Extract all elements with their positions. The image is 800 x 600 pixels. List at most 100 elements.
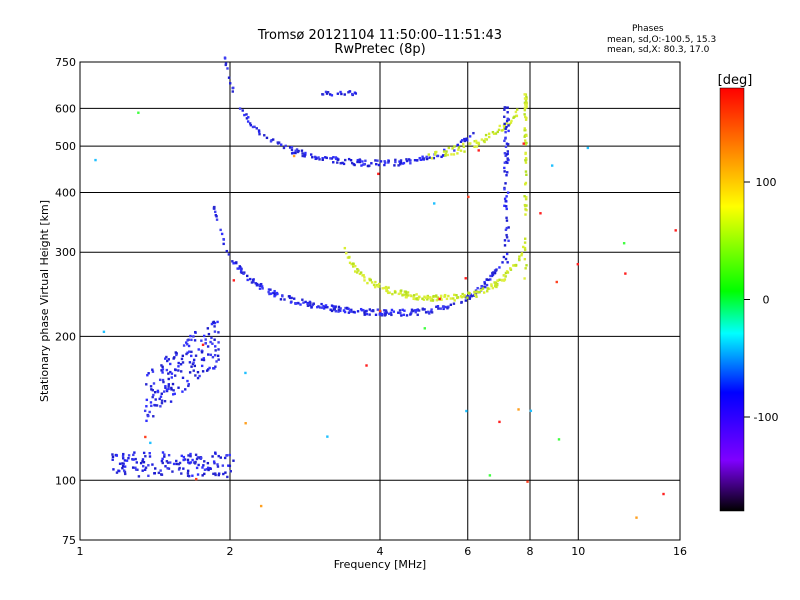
f2-o-trace-point xyxy=(231,260,234,263)
noise-point xyxy=(526,480,529,483)
f2-x-trace-point xyxy=(348,261,352,265)
e-region-point xyxy=(164,465,167,468)
e-region-point xyxy=(141,458,145,461)
f2-o-trace-point xyxy=(483,282,487,285)
spread-f-point xyxy=(152,393,155,397)
spread-f-point xyxy=(155,404,159,407)
f2-x-trace-point xyxy=(415,293,418,296)
f2-o-trace-point xyxy=(219,228,222,232)
f2-x-trace-point xyxy=(363,279,366,282)
y-tick-label: 400 xyxy=(55,186,76,199)
second-hop-o-point xyxy=(304,153,307,156)
f2-x-trace-point xyxy=(514,263,518,267)
o-cusp-point xyxy=(505,219,509,222)
spread-f-point xyxy=(184,341,188,344)
f2-o-trace-point xyxy=(352,310,355,314)
spread-f-point xyxy=(151,395,154,399)
f2-x-trace-point xyxy=(478,290,481,294)
f2-o-trace-point xyxy=(390,313,393,317)
spread-f-point xyxy=(207,368,210,371)
second-hop-x-point xyxy=(430,157,434,160)
f2-x-trace-point xyxy=(480,288,483,292)
f2-o-trace-point xyxy=(261,287,264,290)
second-hop-o-point xyxy=(257,130,261,133)
f2-x-trace-point xyxy=(356,268,359,271)
second-hop-o-point xyxy=(315,157,318,160)
f2-x-trace-point xyxy=(412,296,415,300)
o-cusp-point xyxy=(505,142,509,145)
colorbar-ticks: 100 0 -100 xyxy=(744,176,778,424)
second-hop-x-point xyxy=(496,130,499,134)
f2-o-trace-point xyxy=(273,295,276,298)
f2-x-trace-point xyxy=(358,272,362,276)
second-hop-o-point xyxy=(356,158,360,162)
second-hop-x-point xyxy=(477,141,480,145)
e-region-point xyxy=(111,458,114,461)
f2-o-trace-point xyxy=(255,284,259,287)
x-cusp-point xyxy=(524,159,527,162)
high-echo-point xyxy=(350,92,354,96)
e-region-point xyxy=(142,460,146,464)
high-echo-point xyxy=(343,93,346,96)
f2-o-trace-point xyxy=(447,305,450,308)
e-region-point xyxy=(131,466,135,469)
spread-f-point xyxy=(167,372,170,375)
spread-f-point xyxy=(202,357,205,360)
second-hop-o-point xyxy=(249,124,253,127)
f2-x-trace-point xyxy=(463,293,466,297)
f2-o-trace-point xyxy=(389,311,393,314)
spread-f-point xyxy=(184,388,187,391)
second-hop-o-point xyxy=(376,159,379,162)
second-hop-o-point xyxy=(336,161,339,164)
f2-o-trace-point xyxy=(350,308,353,312)
e-region-point xyxy=(111,453,114,456)
f2-o-trace-point xyxy=(275,291,279,295)
second-hop-o-point xyxy=(360,164,363,167)
e-region-point xyxy=(216,463,219,466)
second-hop-x-point xyxy=(445,150,448,153)
e-region-point xyxy=(134,457,137,461)
f2-o-trace-point xyxy=(326,306,329,309)
f2-o-trace-point xyxy=(339,307,342,310)
f2-x-trace-point xyxy=(466,296,469,299)
e-region-point xyxy=(165,460,169,463)
spread-f-point xyxy=(177,369,180,372)
spread-f-point xyxy=(162,380,165,384)
spread-f-point xyxy=(217,331,220,334)
x-cusp-point xyxy=(523,113,526,116)
f2-o-trace-point xyxy=(347,307,350,311)
f2-o-trace-point xyxy=(483,285,486,288)
f2-x-trace-point xyxy=(509,267,512,270)
spread-f-point xyxy=(154,404,157,407)
high-echo-point xyxy=(347,91,350,94)
f2-x-trace-point xyxy=(452,297,455,300)
spread-f-point xyxy=(187,344,191,348)
spread-f-point xyxy=(158,378,162,382)
f2-x-trace-point xyxy=(482,291,486,294)
second-hop-o-point xyxy=(366,164,370,168)
f2-x-trace-point xyxy=(423,295,426,298)
spread-f-point xyxy=(161,368,165,371)
f2-x-trace-point xyxy=(429,299,433,302)
f2-o-trace-point xyxy=(423,308,426,311)
second-hop-o-point xyxy=(301,152,304,155)
f2-o-trace-point xyxy=(279,298,283,301)
second-hop-o-point xyxy=(232,86,235,90)
f2-x-trace-point xyxy=(490,283,493,286)
second-hop-o-point xyxy=(263,134,266,137)
second-hop-o-point xyxy=(428,156,431,159)
e-region-point xyxy=(206,461,210,465)
f2-o-trace-point xyxy=(267,290,270,294)
spread-f-point xyxy=(162,390,166,393)
f2-x-trace-point xyxy=(366,281,369,285)
y-tick-label: 200 xyxy=(55,330,76,343)
o-cusp-point xyxy=(506,111,509,114)
f2-x-trace-point xyxy=(400,289,403,292)
f2-o-trace-point xyxy=(368,313,371,316)
second-hop-o-point xyxy=(353,163,356,167)
spread-f-point xyxy=(159,395,163,398)
x-cusp-point xyxy=(523,128,526,132)
second-hop-o-point xyxy=(399,159,403,162)
spread-f-point xyxy=(217,358,220,361)
f2-x-trace-point xyxy=(520,254,523,257)
